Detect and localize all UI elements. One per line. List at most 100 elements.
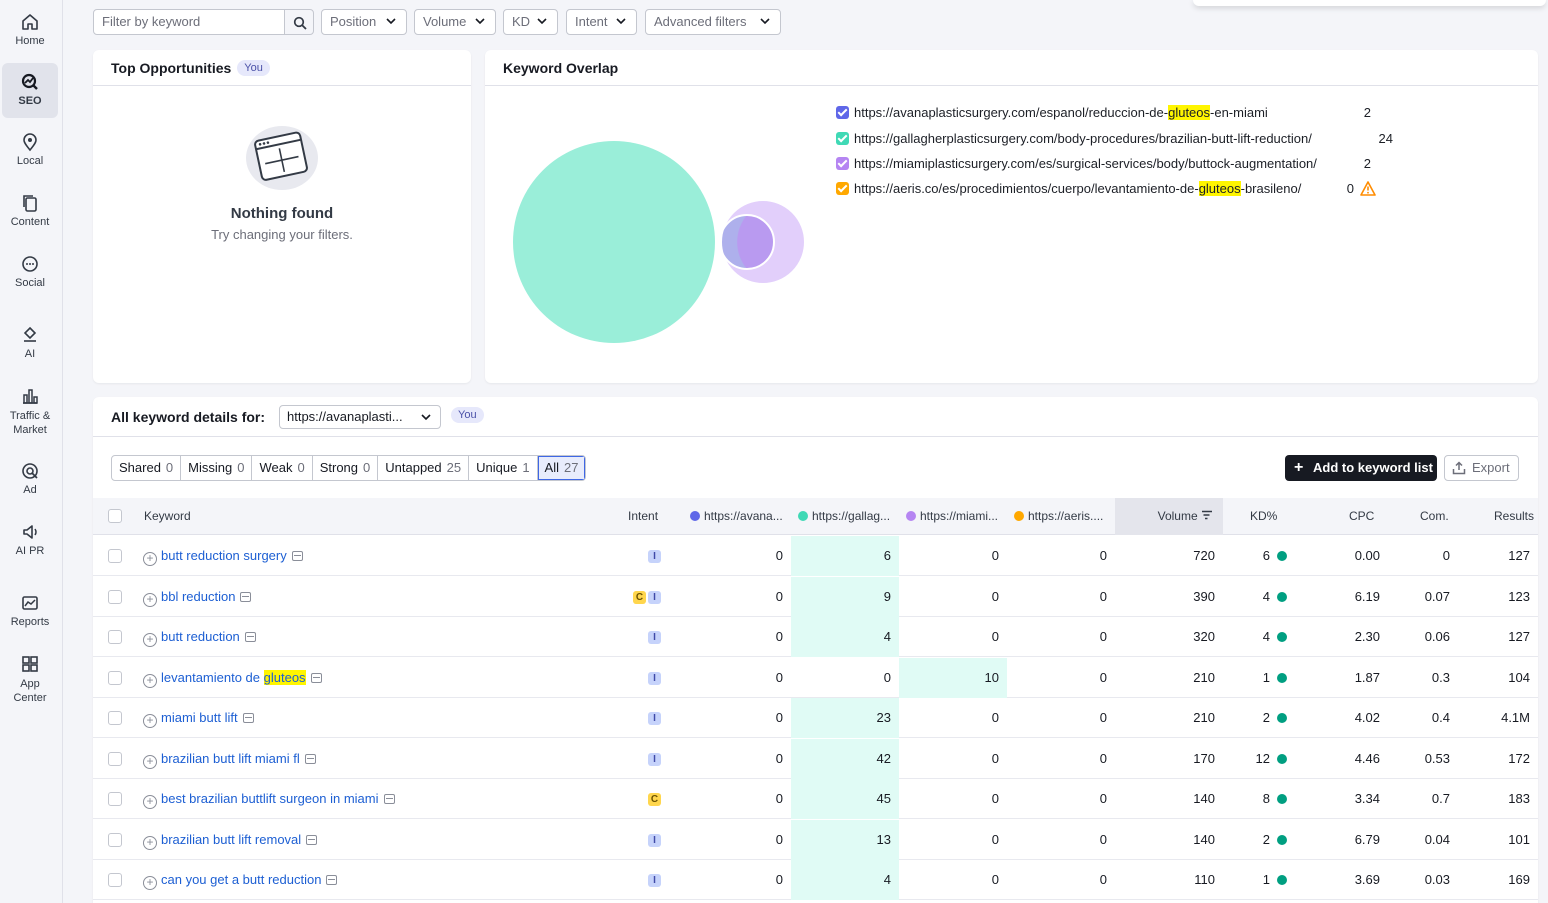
advanced-filters-label: Advanced filters — [654, 14, 747, 29]
overlap-legend-row[interactable]: https://avanaplasticsurgery.com/espanol/… — [836, 103, 1496, 123]
col-domain-3[interactable]: https://miami... — [906, 498, 998, 535]
row-checkbox[interactable] — [108, 589, 122, 604]
domain-url: https://aeris.co/es/procedimientos/cuerp… — [854, 181, 1302, 196]
domain-checkbox[interactable] — [836, 182, 849, 195]
overlap-legend-row[interactable]: https://aeris.co/es/procedimientos/cuerp… — [836, 179, 1496, 199]
nav-traffic-market[interactable]: Traffic & Market — [2, 386, 58, 440]
kd-value: 1 — [1262, 669, 1270, 685]
keyword-link[interactable]: bbl reduction — [161, 588, 236, 604]
col-com[interactable]: Com. — [1420, 509, 1449, 523]
local-pin-icon — [20, 132, 40, 152]
col-cpc[interactable]: CPC — [1349, 509, 1375, 523]
details-title: All keyword details for: — [111, 409, 266, 425]
row-checkbox[interactable] — [108, 751, 122, 766]
add-keyword-icon[interactable]: + — [143, 633, 157, 647]
nav-content[interactable]: Content — [2, 193, 58, 233]
serp-features-icon[interactable] — [310, 672, 322, 683]
segment-weak[interactable]: Weak 0 — [252, 456, 313, 480]
add-keyword-icon[interactable]: + — [143, 673, 157, 688]
position-filter[interactable]: Position — [321, 9, 407, 35]
segment-all[interactable]: All 27 — [537, 456, 586, 480]
add-keyword-icon[interactable]: + — [143, 835, 157, 850]
serp-features-icon[interactable] — [383, 794, 395, 804]
domain-checkbox[interactable] — [836, 132, 849, 145]
keyword-link[interactable]: best brazilian buttlift surgeon in miami — [161, 791, 379, 806]
col-volume[interactable]: Volume — [1115, 498, 1223, 535]
domain-checkbox[interactable] — [836, 157, 849, 170]
serp-features-icon[interactable] — [326, 875, 338, 885]
keyword-filter-input[interactable]: Filter by keyword — [93, 9, 286, 35]
col-intent[interactable]: Intent — [628, 509, 659, 523]
intent-filter[interactable]: Intent — [566, 9, 637, 35]
keyword-link[interactable]: brazilian butt lift removal — [161, 831, 302, 847]
intent-cell: I — [619, 860, 661, 900]
row-checkbox[interactable] — [108, 670, 122, 685]
segment-strong[interactable]: Strong 0 — [313, 456, 379, 480]
segment-unique[interactable]: Unique 1 — [469, 456, 538, 480]
kd-indicator — [1270, 698, 1287, 738]
row-checkbox[interactable] — [108, 549, 122, 563]
advanced-filters[interactable]: Advanced filters — [645, 9, 781, 35]
intent-cell: I — [619, 536, 661, 576]
row-checkbox[interactable] — [108, 630, 122, 644]
nav-local[interactable]: Local — [2, 132, 58, 172]
segment-missing[interactable]: Missing 0 — [181, 456, 253, 480]
domain-checkbox[interactable] — [836, 106, 849, 119]
empty-subtitle: Try changing your filters. — [211, 227, 353, 242]
kd-indicator — [1270, 779, 1287, 819]
nav-app-center[interactable]: App Center — [2, 654, 58, 708]
col-kd[interactable]: KD% — [1250, 509, 1278, 523]
add-keyword-icon[interactable]: + — [143, 592, 157, 607]
col-domain-2[interactable]: https://gallag... — [798, 498, 890, 535]
com-cell: 0.07 — [1424, 588, 1450, 604]
col-domain-1[interactable]: https://avana... — [690, 498, 783, 535]
nav-social[interactable]: Social — [2, 254, 58, 294]
overlap-legend-row[interactable]: https://miamiplasticsurgery.com/es/surgi… — [836, 154, 1496, 174]
warning-icon[interactable] — [1360, 181, 1376, 196]
nav-reports[interactable]: Reports — [2, 593, 58, 633]
overlap-legend-row[interactable]: https://gallagherplasticsurgery.com/body… — [836, 129, 1496, 149]
add-keyword-icon[interactable]: + — [143, 714, 157, 728]
add-to-keyword-list-button[interactable]: + Add to keyword list — [1285, 455, 1437, 481]
serp-features-icon[interactable] — [240, 591, 252, 602]
col-keyword[interactable]: Keyword — [144, 509, 191, 523]
row-checkbox[interactable] — [108, 873, 122, 887]
nav-ai[interactable]: AI — [2, 325, 58, 365]
col-results[interactable]: Results — [1494, 509, 1535, 523]
row-checkbox[interactable] — [108, 711, 122, 725]
serp-features-icon[interactable] — [291, 551, 303, 561]
segment-shared[interactable]: Shared 0 — [112, 456, 182, 480]
row-checkbox[interactable] — [108, 832, 122, 847]
add-keyword-icon[interactable]: + — [143, 876, 157, 890]
search-button[interactable] — [284, 9, 314, 35]
domain-select[interactable]: https://avanaplasti... — [279, 405, 441, 429]
select-all-checkbox[interactable] — [108, 509, 122, 523]
keyword-link[interactable]: can you get a butt reduction — [161, 872, 322, 887]
keyword-link[interactable]: butt reduction — [161, 629, 240, 644]
domain-1-position: 0 — [775, 548, 783, 563]
col-domain-4[interactable]: https://aeris.... — [1014, 498, 1103, 535]
nav-ai-pr[interactable]: AI PR — [2, 522, 58, 562]
serp-features-icon[interactable] — [242, 713, 254, 723]
keyword-link[interactable]: miami butt lift — [161, 710, 238, 725]
keyword-cell: + can you get a butt reduction — [143, 860, 338, 900]
row-checkbox[interactable] — [108, 792, 122, 806]
kd-filter[interactable]: KD — [503, 9, 558, 35]
domain-url: https://miamiplasticsurgery.com/es/surgi… — [854, 156, 1317, 171]
volume-filter[interactable]: Volume — [414, 9, 496, 35]
serp-features-icon[interactable] — [244, 632, 256, 642]
nav-ad[interactable]: Ad — [2, 461, 58, 501]
keyword-link[interactable]: levantamiento de gluteos — [161, 669, 306, 685]
serp-features-icon[interactable] — [306, 834, 318, 845]
segment-untapped[interactable]: Untapped 25 — [378, 456, 470, 480]
keyword-link[interactable]: brazilian butt lift miami fl — [161, 750, 300, 766]
add-keyword-icon[interactable]: + — [143, 552, 157, 566]
serp-features-icon[interactable] — [304, 753, 316, 764]
nav-home[interactable]: Home — [2, 10, 58, 58]
keyword-link[interactable]: butt reduction surgery — [161, 548, 287, 563]
nav-seo[interactable]: SEO — [2, 63, 58, 118]
add-keyword-icon[interactable]: + — [143, 795, 157, 809]
add-keyword-icon[interactable]: + — [143, 754, 157, 769]
domain-select-value: https://avanaplasti... — [287, 409, 403, 424]
export-button[interactable]: Export — [1444, 455, 1519, 481]
